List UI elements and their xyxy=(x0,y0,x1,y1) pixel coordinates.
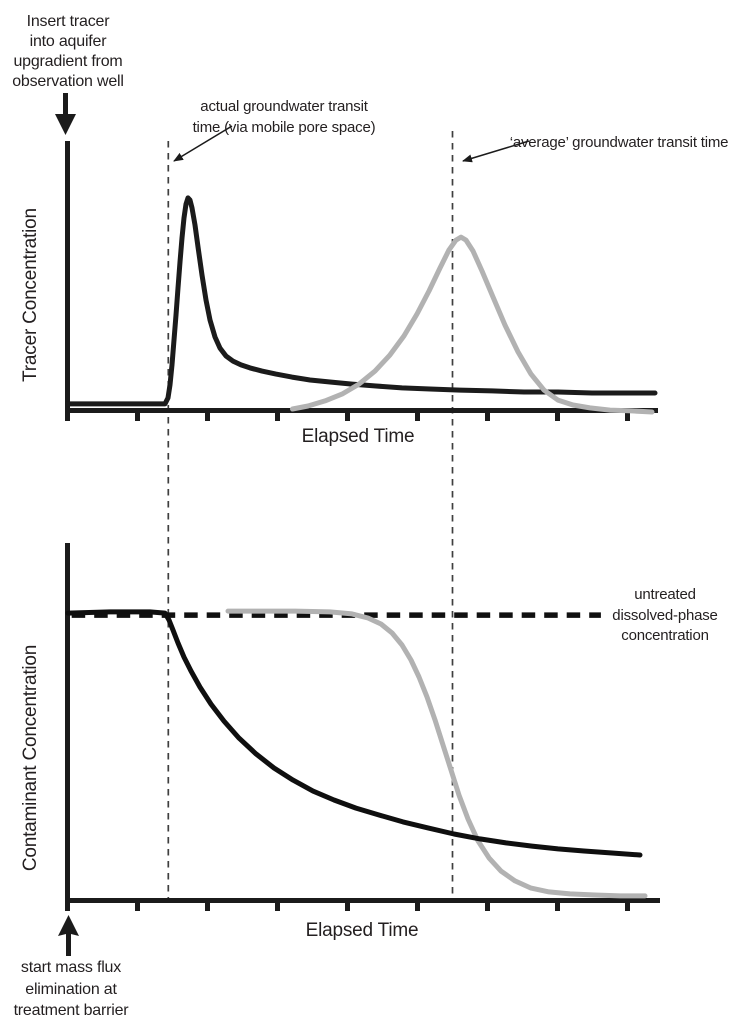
contaminant-x-axis-label: Elapsed Time xyxy=(305,920,419,941)
tracer-average-curve xyxy=(290,234,655,415)
contaminant-plot-axes xyxy=(65,543,660,911)
contaminant-x-ticks xyxy=(135,898,630,911)
tracer-actual-curve xyxy=(65,195,658,407)
tracer-plot-axes xyxy=(65,141,658,421)
contaminant-actual-curve xyxy=(65,609,643,858)
start-elimination-up-arrow xyxy=(58,915,79,956)
insert-tracer-down-arrow xyxy=(55,93,76,135)
tracer-x-ticks xyxy=(135,408,630,421)
actual-transit-callout-arrow xyxy=(173,125,233,162)
insert-tracer-note: Insert tracer into aquifer upgradient fr… xyxy=(12,13,124,90)
untreated-concentration-label: untreated dissolved-phase concentration xyxy=(612,586,718,644)
start-elimination-note: start mass flux elimination at treatment… xyxy=(13,959,129,1019)
contaminant-average-curve xyxy=(225,608,648,899)
average-transit-annotation: ‘average’ groundwater transit time xyxy=(509,134,729,151)
actual-transit-annotation: actual groundwater transit time (via mob… xyxy=(192,98,376,136)
contaminant-y-axis-label: Contaminant Concentration xyxy=(20,644,41,872)
average-transit-callout-arrow xyxy=(462,140,530,163)
tracer-y-axis-label: Tracer Concentration xyxy=(20,208,41,382)
tracer-x-axis-label: Elapsed Time xyxy=(301,426,415,447)
